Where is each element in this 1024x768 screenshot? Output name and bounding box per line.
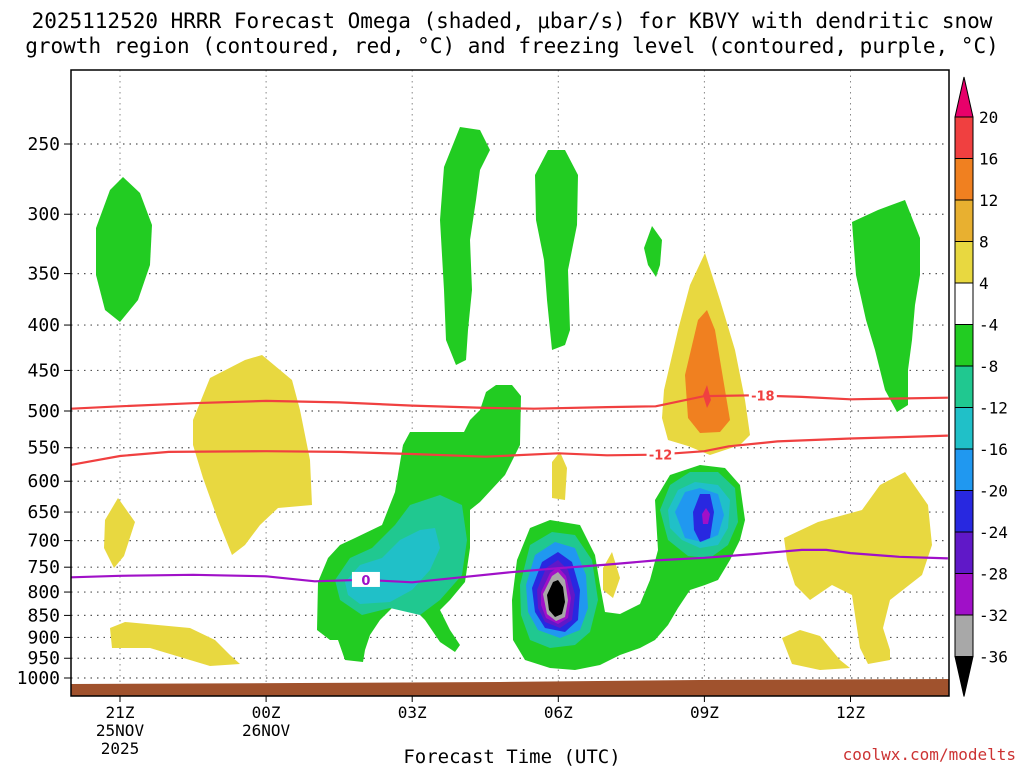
contour-label-bg [351, 571, 380, 587]
x-tick-label: 03Z [398, 703, 427, 722]
colorbar-label: -32 [979, 606, 1008, 625]
ground-terrain [71, 679, 949, 696]
colorbar-swatch [954, 490, 974, 533]
y-tick-label: 800 [27, 582, 60, 603]
colorbar-arrow-top [954, 76, 974, 118]
x-tick-label: 12Z [836, 703, 865, 722]
colorbar-label: -24 [979, 523, 1008, 542]
omega-region-negative [440, 127, 490, 365]
x-tick-label: 00Z [252, 703, 281, 722]
omega-region-positive-strong [685, 310, 730, 433]
contour-freezing-level [71, 548, 948, 584]
omega-region-positive [193, 355, 312, 555]
colorbar-label: 8 [979, 233, 989, 252]
y-tick-label: 750 [27, 557, 60, 578]
colorbar-label: 4 [979, 274, 989, 293]
x-tick-label: 2025 [101, 739, 140, 758]
colorbar-swatch [954, 448, 974, 491]
colorbar-swatch [954, 199, 974, 242]
chart-title-line-2: growth region (contoured, red, °C) and f… [25, 34, 999, 58]
y-tick-label: 350 [27, 264, 60, 285]
contour-label-bg [646, 446, 675, 462]
colorbar-swatch [954, 573, 974, 616]
x-tick-label: 25NOV [96, 721, 145, 740]
colorbar-swatch [954, 158, 974, 201]
colorbar-label: 20 [979, 108, 998, 127]
omega-region-negative [644, 226, 662, 277]
y-tick-label: 300 [27, 204, 60, 225]
omega-region-positive [104, 498, 135, 568]
x-tick-label: 06Z [544, 703, 573, 722]
x-tick-label: 21Z [106, 703, 135, 722]
grid [71, 70, 949, 696]
omega-shading [96, 127, 932, 670]
colorbar-label: -16 [979, 440, 1008, 459]
x-axis-label: Forecast Time (UTC) [403, 746, 621, 768]
colorbar-swatch [954, 282, 974, 325]
omega-region-negative [535, 150, 578, 350]
contour-dgz-top [71, 394, 948, 410]
y-tick-label: 250 [27, 134, 60, 155]
omega-region-negative-strong [702, 508, 710, 524]
x-tick-label: 09Z [690, 703, 719, 722]
site-credit[interactable]: coolwx.com/modelts [842, 745, 1016, 764]
colorbar-label: -8 [979, 357, 998, 376]
omega-region-positive [784, 472, 932, 664]
colorbar-label: -36 [979, 648, 1008, 667]
y-tick-label: 700 [27, 531, 60, 552]
contour-label-bg [748, 387, 777, 403]
colorbar-swatch [954, 324, 974, 367]
omega-colorbar: 20 16 12 8 4 -4 -8 -12 -16 -20 -24 -28 -32 -36 [954, 76, 1008, 697]
colorbar-swatch [954, 116, 974, 159]
colorbar-label: 12 [979, 191, 998, 210]
colorbar-swatch [954, 531, 974, 574]
x-tick-label: 26NOV [242, 721, 291, 740]
omega-region-negative-extreme [547, 580, 565, 617]
contour-label-dgz-top: -18 [751, 390, 775, 405]
y-tick-label: 650 [27, 502, 60, 523]
colorbar-swatch [954, 407, 974, 450]
colorbar-label: 16 [979, 150, 998, 169]
contour-label-dgz-bottom: -12 [649, 448, 673, 463]
omega-region-negative [852, 200, 920, 412]
colorbar-label: -12 [979, 399, 1008, 418]
y-tick-label: 550 [27, 438, 60, 459]
omega-region-positive [552, 452, 567, 500]
y-tick-label: 600 [27, 471, 60, 492]
y-tick-label: 950 [27, 648, 60, 669]
omega-region-positive [603, 552, 620, 598]
y-tick-label: 1000 [17, 668, 60, 689]
omega-region-positive [782, 630, 850, 670]
colorbar-swatch [954, 365, 974, 408]
contour-dgz-bottom [71, 434, 948, 466]
colorbar-label: -4 [979, 316, 998, 335]
plot-frame [70, 69, 950, 697]
y-tick-label: 450 [27, 360, 60, 381]
y-tick-label: 400 [27, 315, 60, 336]
pressure-axis: 2503003504004505005506006507007508008509… [17, 134, 71, 689]
colorbar-label: -20 [979, 482, 1008, 501]
colorbar-arrow-bottom [954, 656, 974, 697]
colorbar-swatch [954, 241, 974, 284]
y-tick-label: 850 [27, 605, 60, 626]
colorbar-label: -28 [979, 565, 1008, 584]
chart-title-line-1: 2025112520 HRRR Forecast Omega (shaded, … [31, 9, 993, 33]
colorbar-swatch [954, 614, 974, 657]
contour-lines: -18 -12 0 [71, 387, 948, 589]
omega-region-negative [96, 177, 152, 322]
y-tick-label: 500 [27, 401, 60, 422]
y-tick-label: 900 [27, 627, 60, 648]
omega-region-positive [110, 622, 240, 666]
contour-label-freezing-level: 0 [361, 574, 370, 589]
